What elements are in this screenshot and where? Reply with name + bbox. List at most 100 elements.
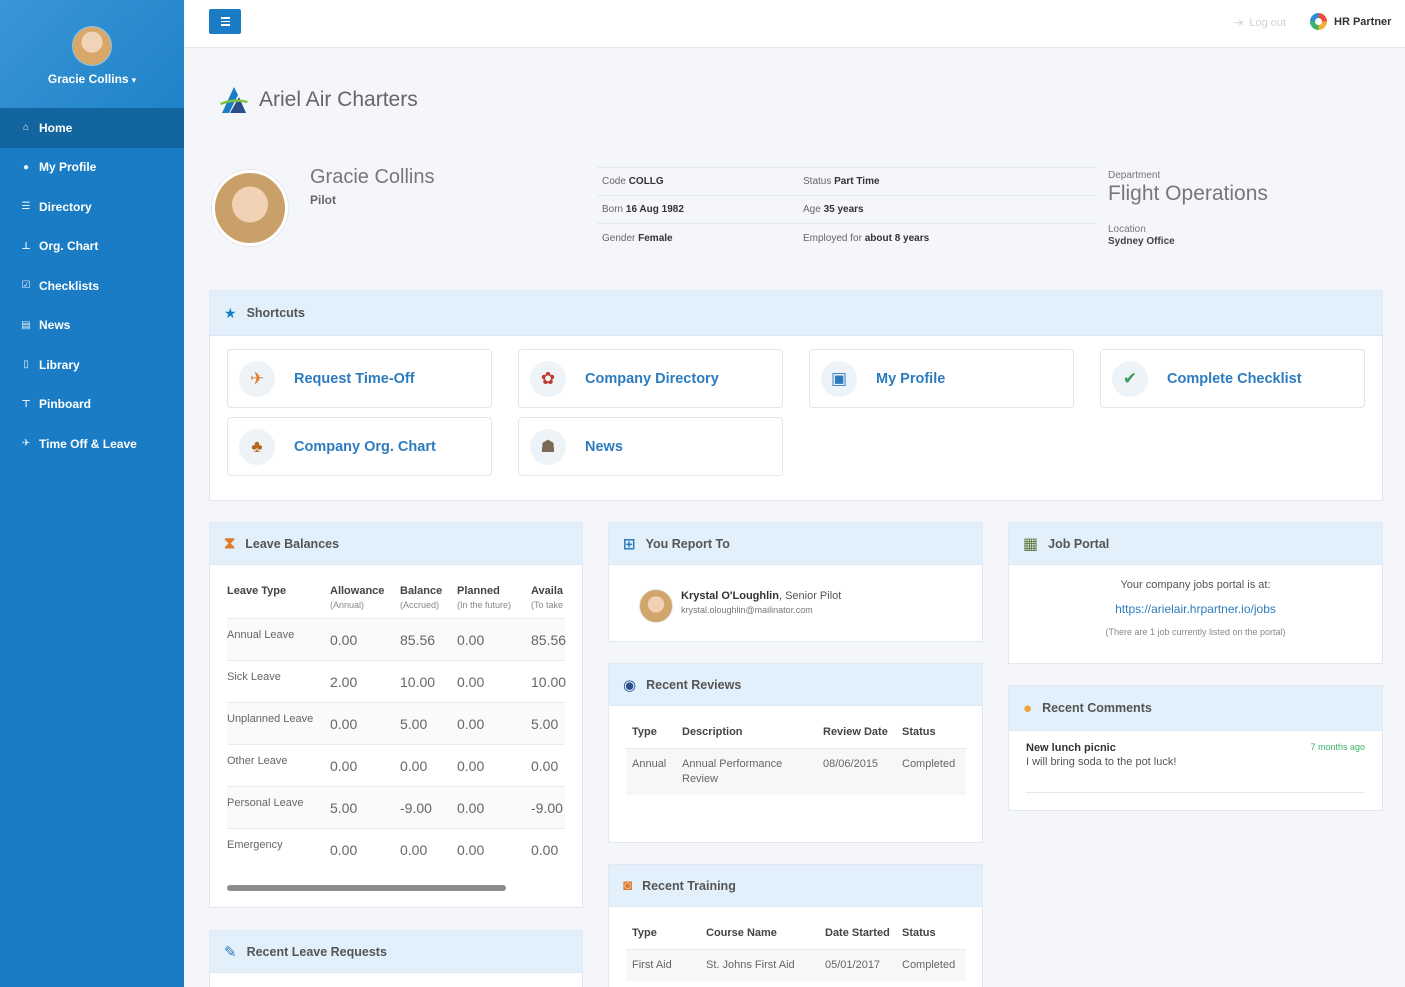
sidebar-item-org-chart[interactable]: ⊥ Org. Chart (0, 227, 184, 267)
shortcut-label: My Profile (876, 370, 946, 387)
caret-down-icon: ▾ (131, 75, 137, 85)
brand-label: HR Partner (1334, 15, 1392, 28)
column-header: Type (632, 927, 657, 939)
my-profile-icon: ▣ (821, 360, 857, 397)
sidebar-item-label: Checklists (39, 278, 100, 293)
user-name: Gracie Collins (47, 72, 129, 86)
training-course: St. Johns First Aid (700, 949, 819, 981)
table-header-row: Type Course Name Date Started Status (626, 925, 966, 950)
shortcut-my-profile[interactable]: ▣ My Profile (809, 349, 1074, 408)
info-value: 16 Aug 1982 (625, 204, 684, 215)
planned-value: 0.00 (457, 828, 531, 871)
comment-text: I will bring soda to the pot luck! (1026, 756, 1177, 768)
sidebar-item-library[interactable]: ▯ Library (0, 345, 184, 385)
table-row: Unplanned Leave 0.00 5.00 0.00 5.00 (227, 702, 565, 745)
shortcut-news[interactable]: ☗ News (518, 417, 783, 476)
shortcut-label: Complete Checklist (1167, 370, 1302, 387)
sidebar-item-news[interactable]: ▤ News (0, 306, 184, 346)
compass-icon: ◉ (623, 676, 637, 694)
sidebar-item-home[interactable]: ⌂ Home (0, 108, 184, 148)
recent-training-header: ◙ Recent Training (609, 865, 982, 907)
location-value: Sydney Office (1108, 236, 1175, 247)
allowance-value: 0.00 (330, 702, 400, 745)
shortcuts-panel: ★ Shortcuts ✈ Request Time-Off ✿ Company… (209, 290, 1383, 501)
table-header-row: Leave Type Allowance (Annual) Balance (Acc… (227, 585, 565, 619)
panel-title: Job Portal (1048, 536, 1110, 551)
chat-bubbles-icon: ● (1023, 699, 1033, 717)
recent-training-panel: ◙ Recent Training Type Course Name Date … (608, 864, 983, 987)
table-row: Emergency 0.00 0.00 0.00 0.00 (227, 828, 565, 871)
logout-link[interactable]: ⇥ Log out (1234, 16, 1286, 29)
info-value: about 8 years (864, 232, 930, 244)
available-value: 0.00 (531, 828, 565, 871)
sidebar-item-time-off-leave[interactable]: ✈ Time Off & Leave (0, 424, 184, 464)
sidebar-item-my-profile[interactable]: ● My Profile (0, 148, 184, 188)
recent-reviews-table: Type Description Review Date Status Annu… (626, 724, 966, 795)
info-label: Born (602, 204, 624, 215)
manager-avatar[interactable] (639, 589, 673, 623)
you-report-to-header: ⊞ You Report To (609, 523, 982, 565)
leave-type: Emergency (227, 828, 330, 871)
table-row[interactable]: Annual Annual Performance Review 08/06/2… (626, 748, 966, 795)
info-status: Status Part Time (798, 176, 880, 187)
pin-icon: ⊤ (21, 398, 31, 410)
info-row: Born 16 Aug 1982 Age 35 years (597, 196, 1097, 224)
info-born: Born 16 Aug 1982 (597, 204, 798, 215)
table-row: Annual Leave 0.00 85.56 0.00 85.56 (227, 618, 566, 661)
horizontal-scrollbar[interactable] (227, 885, 506, 891)
balance-value: 10.00 (400, 660, 457, 703)
user-icon: ● (22, 161, 30, 173)
profile-role: Pilot (310, 193, 336, 207)
shortcut-company-directory[interactable]: ✿ Company Directory (518, 349, 783, 408)
planned-value: 0.00 (457, 660, 531, 703)
plane-icon: ✈ (21, 438, 31, 450)
planned-value: 0.00 (457, 744, 531, 787)
leave-balances-panel: ⧗ Leave Balances Leave Type Allowance (An… (209, 522, 583, 908)
allowance-value: 5.00 (330, 786, 400, 829)
column-label: Balance (400, 585, 443, 597)
column-sublabel: (In the future) (457, 600, 512, 610)
sidebar-item-label: News (39, 318, 71, 333)
sidebar-item-pinboard[interactable]: ⊤ Pinboard (0, 385, 184, 425)
job-portal-header: ▦ Job Portal (1009, 523, 1382, 565)
column-header: Planned (In the future) (457, 585, 531, 619)
table-row: Other Leave 0.00 0.00 0.00 0.00 (227, 744, 565, 787)
location-label: Location (1108, 224, 1146, 235)
shortcut-label: Company Org. Chart (294, 438, 436, 455)
review-status: Completed (896, 748, 966, 795)
allowance-value: 0.00 (330, 828, 400, 871)
balance-value: 5.00 (400, 702, 457, 745)
news-icon: ☗ (530, 428, 566, 465)
star-icon: ★ (224, 304, 237, 321)
leave-type: Other Leave (227, 744, 330, 787)
comment-item[interactable]: New lunch picnic 7 months ago I will bri… (1026, 742, 1365, 793)
info-value: COLLG (628, 176, 664, 187)
shortcut-label: News (585, 438, 623, 455)
manager-email[interactable]: krystal.oloughlin@mailinator.com (681, 605, 813, 615)
sidebar-item-directory[interactable]: ☰ Directory (0, 187, 184, 227)
job-portal-panel: ▦ Job Portal Your company jobs portal is… (1008, 522, 1383, 664)
shortcut-company-org-chart[interactable]: ♣ Company Org. Chart (227, 417, 492, 476)
column-header: Allowance (Annual) (330, 585, 400, 619)
hourglass-icon: ⧗ (224, 534, 236, 552)
shortcut-complete-checklist[interactable]: ✔ Complete Checklist (1100, 349, 1365, 408)
menu-toggle-button[interactable] (209, 9, 241, 34)
column-label: Leave Type (227, 585, 287, 597)
table-row[interactable]: First Aid St. Johns First Aid 05/01/2017… (626, 949, 966, 981)
available-value: 0.00 (531, 744, 565, 787)
avatar[interactable] (72, 26, 112, 66)
manager-name[interactable]: Krystal O'Loughlin (681, 590, 779, 602)
company-directory-icon: ✿ (530, 360, 566, 397)
column-header: Leave Type (227, 585, 330, 619)
job-portal-link[interactable]: https://arielair.hrpartner.io/jobs (1115, 602, 1276, 616)
sidebar-item-checklists[interactable]: ☑ Checklists (0, 266, 184, 306)
info-value: Part Time (834, 176, 880, 187)
info-label: Gender (602, 232, 636, 244)
info-value: Female (638, 232, 673, 244)
column-sublabel: (Accrued) (400, 600, 440, 610)
leave-balances-table: Leave Type Allowance (Annual) Balance (Acc… (227, 585, 566, 871)
user-menu[interactable]: Gracie Collins ▾ (0, 72, 184, 86)
shortcut-request-time-off[interactable]: ✈ Request Time-Off (227, 349, 492, 408)
job-portal-note: (There are 1 job currently listed on the… (1105, 627, 1286, 637)
hr-partner-brand[interactable]: HR Partner (1310, 13, 1391, 30)
